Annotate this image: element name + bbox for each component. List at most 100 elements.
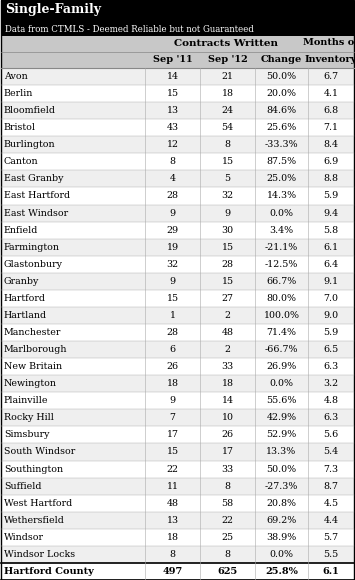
Text: 6.8: 6.8	[323, 106, 339, 115]
Text: Inventory: Inventory	[305, 56, 355, 64]
Text: 8.4: 8.4	[323, 140, 339, 149]
Text: 5.5: 5.5	[323, 550, 339, 559]
Text: 6.3: 6.3	[323, 362, 339, 371]
Text: 7.3: 7.3	[323, 465, 339, 473]
Text: 6.4: 6.4	[323, 260, 339, 269]
Text: 33: 33	[222, 362, 234, 371]
Text: 6.1: 6.1	[323, 242, 339, 252]
Bar	[1, 290, 354, 307]
Text: 4.1: 4.1	[323, 89, 339, 98]
Text: Windsor Locks: Windsor Locks	[4, 550, 75, 559]
Text: West Hartford: West Hartford	[4, 499, 72, 508]
Text: Manchester: Manchester	[4, 328, 61, 337]
Bar	[1, 187, 354, 205]
Text: 9: 9	[169, 277, 176, 286]
Text: 17: 17	[222, 448, 234, 456]
Bar	[1, 461, 354, 477]
Text: 5.9: 5.9	[323, 191, 339, 201]
Text: 15: 15	[166, 294, 179, 303]
Text: Data from CTMLS - Deemed Reliable but not Guaranteed: Data from CTMLS - Deemed Reliable but no…	[5, 24, 254, 34]
Text: 497: 497	[162, 567, 182, 576]
Text: 7.1: 7.1	[323, 123, 339, 132]
Text: 26: 26	[166, 362, 179, 371]
Text: 69.2%: 69.2%	[266, 516, 297, 525]
Text: Granby: Granby	[4, 277, 39, 286]
Text: 80.0%: 80.0%	[267, 294, 296, 303]
Bar	[1, 136, 354, 153]
Text: 2: 2	[224, 345, 230, 354]
Text: 6.3: 6.3	[323, 414, 339, 422]
Text: Rocky Hill: Rocky Hill	[4, 414, 54, 422]
Text: Sep '12: Sep '12	[208, 56, 247, 64]
Text: Simsbury: Simsbury	[4, 430, 49, 440]
Text: Contracts Written: Contracts Written	[175, 39, 279, 48]
Text: 8: 8	[224, 550, 230, 559]
Text: 1: 1	[169, 311, 175, 320]
Text: -12.5%: -12.5%	[265, 260, 298, 269]
Text: Farmington: Farmington	[4, 242, 60, 252]
Text: 0.0%: 0.0%	[269, 209, 294, 218]
Text: 5.8: 5.8	[323, 226, 339, 235]
Text: 6.9: 6.9	[323, 157, 339, 166]
Bar	[1, 563, 354, 580]
Text: Bloomfield: Bloomfield	[4, 106, 56, 115]
Text: 14: 14	[222, 396, 234, 405]
Text: 18: 18	[222, 89, 234, 98]
Text: Bristol: Bristol	[4, 123, 36, 132]
Text: 9: 9	[169, 209, 176, 218]
Text: 15: 15	[222, 277, 234, 286]
Text: 100.0%: 100.0%	[263, 311, 300, 320]
Text: 19: 19	[166, 242, 179, 252]
Text: -27.3%: -27.3%	[265, 481, 298, 491]
Bar	[1, 324, 354, 341]
Text: Avon: Avon	[4, 72, 28, 81]
Text: 9: 9	[224, 209, 230, 218]
Text: Hartland: Hartland	[4, 311, 47, 320]
Bar	[1, 153, 354, 171]
Bar	[1, 36, 354, 52]
Text: 50.0%: 50.0%	[267, 72, 296, 81]
Text: Plainville: Plainville	[4, 396, 49, 405]
Text: 29: 29	[166, 226, 179, 235]
Text: 26: 26	[222, 430, 234, 440]
Text: 6.7: 6.7	[323, 72, 339, 81]
Bar	[1, 85, 354, 102]
Text: 20.8%: 20.8%	[267, 499, 296, 508]
Text: Sep '11: Sep '11	[153, 56, 192, 64]
Bar	[1, 426, 354, 444]
Text: 42.9%: 42.9%	[267, 414, 296, 422]
Text: 30: 30	[222, 226, 234, 235]
Text: 8: 8	[224, 481, 230, 491]
Text: 54: 54	[222, 123, 234, 132]
Bar	[1, 222, 354, 238]
Text: 5.7: 5.7	[323, 533, 339, 542]
Text: 18: 18	[166, 533, 179, 542]
Text: 13.3%: 13.3%	[266, 448, 297, 456]
Text: 18: 18	[166, 379, 179, 388]
Text: 9.0: 9.0	[323, 311, 339, 320]
Text: Burlington: Burlington	[4, 140, 56, 149]
Text: East Hartford: East Hartford	[4, 191, 70, 201]
Text: 8: 8	[224, 140, 230, 149]
Text: 11: 11	[166, 481, 179, 491]
Text: 6: 6	[169, 345, 176, 354]
Bar	[1, 477, 354, 495]
Text: 5.9: 5.9	[323, 328, 339, 337]
Text: Change: Change	[261, 56, 302, 64]
Text: Hartford: Hartford	[4, 294, 46, 303]
Text: 3.4%: 3.4%	[269, 226, 294, 235]
Text: 4.4: 4.4	[323, 516, 339, 525]
Text: Newington: Newington	[4, 379, 57, 388]
Bar	[1, 512, 354, 529]
Text: 5.6: 5.6	[323, 430, 339, 440]
Text: Berlin: Berlin	[4, 89, 33, 98]
Text: 4.8: 4.8	[323, 396, 339, 405]
Text: 5.4: 5.4	[323, 448, 339, 456]
Bar	[1, 495, 354, 512]
Text: 13: 13	[166, 106, 179, 115]
Text: 14: 14	[166, 72, 179, 81]
Text: 8.7: 8.7	[323, 481, 339, 491]
Text: 6.1: 6.1	[323, 567, 339, 576]
Text: 0.0%: 0.0%	[269, 379, 294, 388]
Text: 55.6%: 55.6%	[266, 396, 297, 405]
